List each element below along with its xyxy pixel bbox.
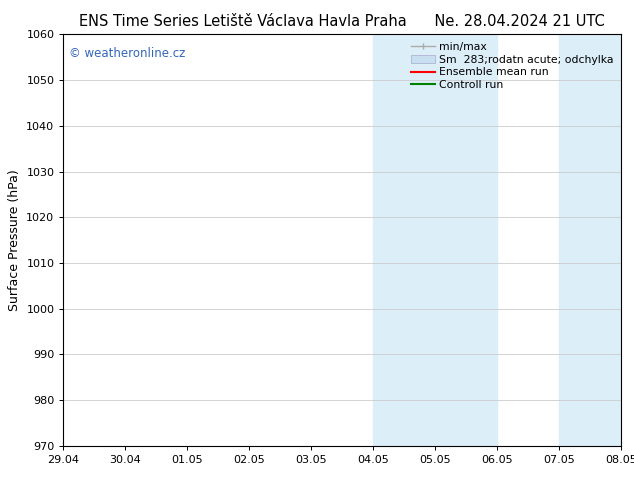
Title: ENS Time Series Letiště Václava Havla Praha      Ne. 28.04.2024 21 UTC: ENS Time Series Letiště Václava Havla Pr… [79,14,605,29]
Bar [373,34,497,446]
Bar [559,34,621,446]
Text: © weatheronline.cz: © weatheronline.cz [69,47,185,60]
Y-axis label: Surface Pressure (hPa): Surface Pressure (hPa) [8,169,21,311]
Legend: min/max, Sm  283;rodatn acute; odchylka, Ensemble mean run, Controll run: min/max, Sm 283;rodatn acute; odchylka, … [409,40,616,92]
